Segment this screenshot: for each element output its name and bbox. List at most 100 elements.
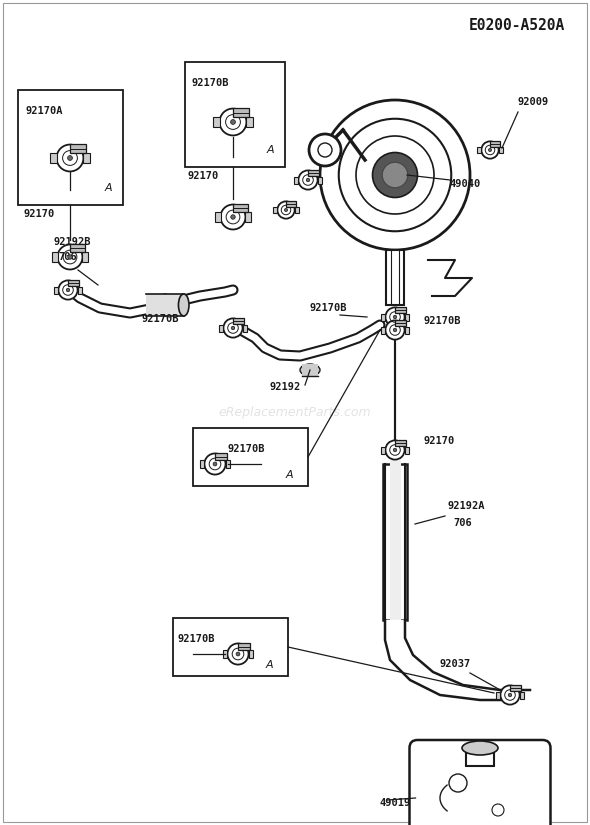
Text: 92170B: 92170B bbox=[310, 303, 348, 313]
Circle shape bbox=[394, 315, 396, 318]
Bar bbox=[308, 170, 319, 177]
Circle shape bbox=[385, 308, 405, 327]
Bar bbox=[395, 320, 407, 326]
Bar bbox=[222, 650, 227, 658]
Circle shape bbox=[356, 136, 434, 214]
Text: 92170A: 92170A bbox=[26, 106, 64, 116]
Bar bbox=[215, 453, 227, 460]
Bar bbox=[238, 644, 250, 650]
Circle shape bbox=[394, 328, 396, 332]
Bar bbox=[302, 364, 318, 376]
Bar bbox=[68, 280, 79, 286]
Circle shape bbox=[57, 144, 83, 172]
Bar bbox=[395, 307, 407, 314]
Ellipse shape bbox=[178, 294, 189, 316]
Bar bbox=[510, 686, 521, 691]
Text: 92009: 92009 bbox=[518, 97, 549, 107]
Bar bbox=[273, 207, 277, 213]
Circle shape bbox=[236, 652, 240, 656]
Circle shape bbox=[224, 318, 242, 337]
Bar bbox=[386, 250, 404, 305]
Bar bbox=[214, 117, 219, 127]
Text: 92170B: 92170B bbox=[423, 316, 461, 326]
Circle shape bbox=[385, 320, 405, 340]
Bar bbox=[54, 286, 58, 294]
Circle shape bbox=[231, 120, 235, 125]
Text: 49019: 49019 bbox=[379, 798, 411, 808]
Text: 92170: 92170 bbox=[23, 209, 54, 219]
Bar bbox=[286, 201, 296, 206]
Bar bbox=[78, 286, 82, 294]
Bar bbox=[215, 213, 221, 222]
Bar bbox=[405, 327, 409, 333]
Text: 49040: 49040 bbox=[450, 179, 481, 189]
Text: 706: 706 bbox=[453, 518, 472, 528]
Text: E0200-A520A: E0200-A520A bbox=[468, 18, 565, 33]
Circle shape bbox=[213, 462, 217, 466]
Circle shape bbox=[309, 134, 341, 166]
Bar bbox=[233, 318, 244, 324]
Bar bbox=[405, 446, 409, 454]
Bar bbox=[383, 464, 407, 620]
Bar bbox=[225, 460, 231, 468]
Bar bbox=[405, 314, 409, 320]
Circle shape bbox=[394, 448, 396, 452]
Bar bbox=[199, 460, 205, 468]
Circle shape bbox=[219, 109, 247, 135]
Text: 92170: 92170 bbox=[423, 436, 454, 446]
Circle shape bbox=[68, 156, 73, 160]
Bar bbox=[381, 314, 385, 320]
Bar bbox=[247, 117, 253, 127]
Bar bbox=[233, 205, 248, 212]
Circle shape bbox=[221, 205, 245, 229]
Bar bbox=[83, 153, 90, 163]
Bar bbox=[52, 252, 57, 262]
Bar bbox=[520, 691, 524, 699]
FancyBboxPatch shape bbox=[409, 740, 550, 825]
Text: eReplacementParts.com: eReplacementParts.com bbox=[219, 406, 371, 419]
Bar bbox=[83, 252, 88, 262]
Bar bbox=[294, 207, 299, 213]
Bar bbox=[294, 177, 299, 183]
Bar bbox=[242, 324, 247, 332]
Text: A: A bbox=[105, 183, 113, 193]
Bar bbox=[381, 446, 385, 454]
Text: 92192B: 92192B bbox=[53, 237, 90, 247]
Circle shape bbox=[68, 255, 72, 259]
Bar bbox=[146, 294, 183, 316]
Bar bbox=[395, 441, 407, 446]
Circle shape bbox=[372, 153, 418, 197]
Ellipse shape bbox=[160, 294, 171, 316]
Text: 92192A: 92192A bbox=[447, 501, 484, 511]
Text: 706: 706 bbox=[58, 252, 77, 262]
Text: 92170B: 92170B bbox=[141, 314, 179, 324]
Bar bbox=[490, 141, 500, 147]
Text: A: A bbox=[267, 145, 274, 155]
Circle shape bbox=[339, 119, 451, 231]
Bar bbox=[248, 650, 253, 658]
Bar bbox=[245, 213, 251, 222]
Circle shape bbox=[66, 288, 70, 292]
Text: A: A bbox=[266, 660, 274, 670]
Circle shape bbox=[58, 280, 78, 299]
Circle shape bbox=[277, 201, 294, 219]
Bar bbox=[219, 324, 224, 332]
Text: 92170B: 92170B bbox=[191, 78, 228, 88]
Circle shape bbox=[500, 686, 520, 705]
Bar bbox=[185, 62, 285, 167]
Text: A: A bbox=[286, 470, 294, 480]
Circle shape bbox=[481, 141, 499, 158]
Ellipse shape bbox=[462, 741, 498, 755]
Text: 92170B: 92170B bbox=[178, 634, 215, 644]
Bar bbox=[70, 244, 84, 252]
Ellipse shape bbox=[300, 364, 320, 376]
Circle shape bbox=[227, 644, 248, 665]
Text: 92192: 92192 bbox=[270, 382, 301, 392]
Text: 92170B: 92170B bbox=[228, 444, 266, 454]
Bar bbox=[381, 327, 385, 333]
Circle shape bbox=[320, 100, 470, 250]
Circle shape bbox=[489, 148, 491, 152]
Circle shape bbox=[385, 441, 405, 460]
Bar bbox=[18, 90, 123, 205]
Bar bbox=[317, 177, 322, 183]
